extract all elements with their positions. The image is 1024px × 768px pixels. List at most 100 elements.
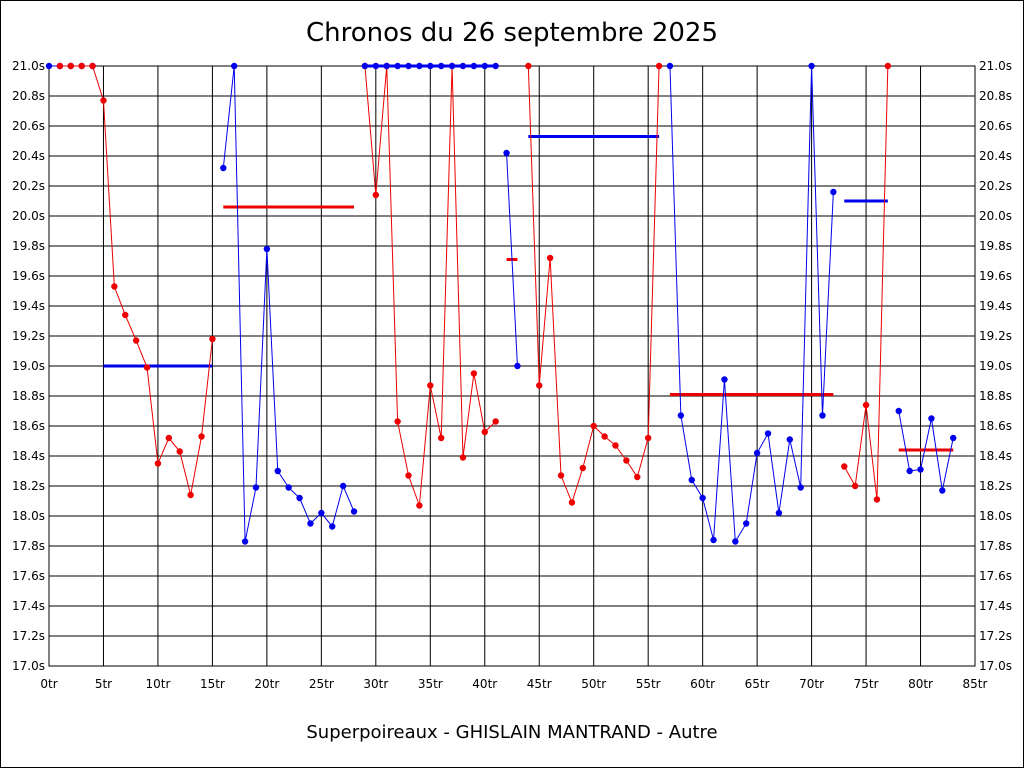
data-point-blue xyxy=(437,62,445,70)
x-tick-label: 30tr xyxy=(363,677,388,691)
data-point-blue xyxy=(699,494,706,502)
data-point-blue xyxy=(416,62,423,70)
data-point-blue xyxy=(808,62,815,70)
data-point-blue xyxy=(220,164,227,172)
y-tick-label-left: 21.0s xyxy=(12,59,45,73)
data-point-blue xyxy=(743,520,750,527)
data-point-red xyxy=(111,283,118,290)
data-point-blue xyxy=(950,434,957,442)
data-point-blue xyxy=(514,362,521,370)
y-tick-label-right: 17.6s xyxy=(979,569,1012,583)
grid-lines xyxy=(48,65,976,667)
y-tick-label-right: 17.8s xyxy=(979,539,1012,553)
series-line-blue xyxy=(669,65,834,544)
data-point-red xyxy=(100,97,107,104)
data-point-red xyxy=(165,434,173,442)
data-point-blue xyxy=(906,467,913,475)
x-tick-label: 70tr xyxy=(799,677,824,691)
y-tick-label-right: 17.0s xyxy=(979,659,1012,673)
series-line-blue xyxy=(506,152,518,367)
y-tick-label-left: 18.4s xyxy=(12,449,45,463)
data-point-blue xyxy=(318,509,325,517)
data-point-red xyxy=(372,191,380,199)
y-tick-label-right: 19.6s xyxy=(979,269,1012,283)
data-point-red xyxy=(590,422,597,430)
data-point-red xyxy=(873,496,881,503)
data-point-blue xyxy=(928,415,935,422)
data-point-blue xyxy=(263,245,271,253)
data-point-red xyxy=(122,311,129,319)
data-point-blue xyxy=(296,494,303,502)
x-tick-label: 40tr xyxy=(472,677,497,691)
data-point-blue xyxy=(939,487,946,494)
data-point-blue xyxy=(786,436,793,443)
data-point-red xyxy=(612,442,619,449)
data-point-red xyxy=(56,62,64,70)
x-tick-label: 25tr xyxy=(309,677,334,691)
data-point-blue xyxy=(797,484,804,491)
data-point-blue xyxy=(732,538,739,545)
data-point-red xyxy=(394,418,401,425)
series-line-red xyxy=(59,65,213,496)
data-point-blue xyxy=(710,536,717,544)
data-point-blue xyxy=(274,467,281,475)
x-tick-label: 55tr xyxy=(636,677,661,691)
y-tick-label-left: 17.4s xyxy=(12,599,45,613)
y-tick-label-left: 20.2s xyxy=(12,179,45,193)
data-point-blue xyxy=(372,62,380,70)
data-point-blue xyxy=(383,62,390,70)
y-tick-label-right: 18.6s xyxy=(979,419,1012,433)
x-tick-label: 35tr xyxy=(418,677,443,691)
data-point-blue xyxy=(241,538,249,545)
data-point-red xyxy=(143,364,151,371)
data-point-blue xyxy=(677,412,685,419)
data-point-red xyxy=(427,382,434,389)
data-point-blue xyxy=(819,412,826,419)
data-point-red xyxy=(862,401,870,409)
data-point-red xyxy=(198,433,205,440)
data-point-red xyxy=(525,62,532,70)
x-tick-label: 10tr xyxy=(145,677,170,691)
data-point-blue xyxy=(753,449,761,457)
data-point-blue xyxy=(329,523,336,530)
y-tick-label-left: 18.8s xyxy=(12,389,45,403)
x-tick-label: 60tr xyxy=(690,677,715,691)
y-tick-label-right: 17.4s xyxy=(979,599,1012,613)
data-point-red xyxy=(132,337,140,344)
data-point-blue xyxy=(775,509,783,517)
data-point-blue xyxy=(307,520,314,527)
data-points xyxy=(45,62,957,545)
y-tick-label-right: 18.0s xyxy=(979,509,1012,523)
y-tick-label-right: 18.2s xyxy=(979,479,1012,493)
data-point-red xyxy=(841,463,848,470)
data-point-blue xyxy=(285,484,292,491)
x-tick-label: 50tr xyxy=(581,677,606,691)
x-tick-label: 85tr xyxy=(963,677,988,691)
data-point-red xyxy=(579,464,587,472)
data-point-blue xyxy=(448,62,456,70)
data-point-red xyxy=(209,335,216,343)
data-point-blue xyxy=(470,62,478,70)
data-point-blue xyxy=(895,407,902,415)
y-tick-label-left: 18.2s xyxy=(12,479,45,493)
data-point-red xyxy=(78,62,85,70)
y-tick-label-left: 19.0s xyxy=(12,359,45,373)
y-tick-label-left: 19.2s xyxy=(12,329,45,343)
x-tick-label: 20tr xyxy=(254,677,279,691)
x-tick-label: 5tr xyxy=(95,677,112,691)
data-point-red xyxy=(623,457,630,464)
data-point-red xyxy=(884,62,892,70)
data-point-red xyxy=(481,428,488,436)
y-tick-label-left: 19.4s xyxy=(12,299,45,313)
average-lines xyxy=(103,64,954,452)
y-tick-label-right: 19.2s xyxy=(979,329,1012,343)
data-point-red xyxy=(601,433,608,440)
y-tick-label-right: 20.6s xyxy=(979,119,1012,133)
y-tick-label-right: 20.4s xyxy=(979,149,1012,163)
data-point-blue xyxy=(339,482,347,490)
data-point-red xyxy=(851,482,859,490)
y-tick-label-right: 20.2s xyxy=(979,179,1012,193)
data-point-blue xyxy=(427,62,434,70)
y-tick-label-left: 20.0s xyxy=(12,209,45,223)
